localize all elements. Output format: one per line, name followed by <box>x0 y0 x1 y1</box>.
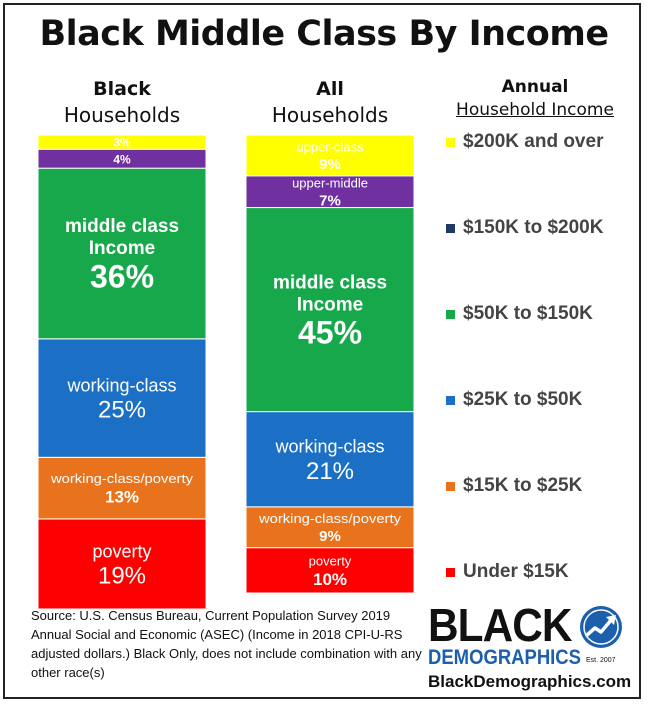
label-black-25k-to-50k-line2: 25% <box>98 397 146 424</box>
bar-black-under-15k <box>37 518 207 610</box>
label-black-15k-to-25k-line1: working-class/poverty <box>50 471 194 486</box>
bar-all-200k-and-over <box>245 134 415 177</box>
legend-swatch <box>446 137 455 147</box>
label-all-50k-to-150k-line3: 45% <box>298 315 362 351</box>
legend-swatch <box>446 309 455 319</box>
label-black-15k-to-25k-line2: 13% <box>105 488 139 507</box>
legend-label: $25K to $50K <box>463 389 583 410</box>
label-black-150k-to-200k-line2: 4% <box>113 152 131 166</box>
chart-title: Black Middle Class By Income <box>39 14 609 54</box>
legend-label: Under $15K <box>463 561 569 582</box>
chart-frame <box>3 3 641 699</box>
legend-label: $200K and over <box>463 131 604 152</box>
label-all-25k-to-50k-line2: 21% <box>306 458 354 485</box>
label-all-15k-to-25k-line2: 9% <box>319 528 341 545</box>
all-households-header: All Households <box>246 76 414 128</box>
label-all-200k-and-over-line2: 9% <box>319 156 341 173</box>
legend-item-25k-to-50k: $25K to $50K <box>446 389 582 411</box>
bar-black-25k-to-50k <box>37 338 207 458</box>
black-households-header: Black Households <box>38 76 206 128</box>
bar-black-200k-and-over <box>37 134 207 150</box>
legend-item-200k-and-over: $200K and over <box>446 131 603 153</box>
label-all-200k-and-over-line1: upper-class <box>296 139 364 154</box>
legend-label: $150K to $200K <box>463 217 604 238</box>
legend-swatch <box>446 223 455 233</box>
logo-word-demographics: DEMOGRAPHICS <box>428 646 581 669</box>
black-demographics-logo: BLACK DEMOGRAPHICS Est. 2007 BlackDemogr… <box>428 600 634 696</box>
legend-item-150k-to-200k: $150K to $200K <box>446 217 603 239</box>
bar-all-15k-to-25k <box>245 506 415 549</box>
all-header-line2: Households <box>271 103 389 127</box>
label-black-200k-and-over-line2: 3% <box>113 136 131 150</box>
logo-word-black: BLACK <box>428 599 572 651</box>
bar-all-25k-to-50k <box>245 411 415 508</box>
label-black-under-15k-line1: poverty <box>92 541 151 561</box>
legend-title-line1: Annual <box>501 77 569 97</box>
legend-swatch <box>446 395 455 405</box>
label-black-25k-to-50k-line1: working-class <box>66 375 176 395</box>
label-black-under-15k-line2: 19% <box>98 563 146 590</box>
label-all-under-15k-line2: 10% <box>313 570 347 589</box>
logo-est: Est. 2007 <box>586 657 616 664</box>
label-black-50k-to-150k-line1: middle class <box>65 216 179 237</box>
bar-all-under-15k <box>245 547 415 594</box>
legend-swatch <box>446 481 455 491</box>
label-all-50k-to-150k-line2: Income <box>297 294 364 315</box>
bar-black-50k-to-150k <box>37 167 207 340</box>
legend-label: $50K to $150K <box>463 303 593 324</box>
label-all-150k-to-200k-line2: 7% <box>319 192 341 209</box>
label-all-50k-to-150k-line1: middle class <box>273 272 387 293</box>
legend-title-line2: Household Income <box>456 100 614 120</box>
bar-black-15k-to-25k <box>37 456 207 520</box>
label-all-15k-to-25k-line1: working-class/poverty <box>258 511 402 526</box>
all-header-line1: All <box>316 78 344 100</box>
source-note: Source: U.S. Census Bureau, Current Popu… <box>31 608 422 680</box>
legend-item-15k-to-25k: $15K to $25K <box>446 475 582 497</box>
label-all-under-15k-line1: poverty <box>309 553 352 568</box>
label-black-50k-to-150k-line3: 36% <box>90 259 154 295</box>
bar-all-50k-to-150k <box>245 207 415 413</box>
legend-label: $15K to $25K <box>463 475 583 496</box>
logo-website: BlackDemographics.com <box>428 672 632 691</box>
label-all-25k-to-50k-line1: working-class <box>274 437 384 457</box>
legend-item-50k-to-150k: $50K to $150K <box>446 303 593 325</box>
label-all-150k-to-200k-line1: upper-middle <box>292 176 368 191</box>
black-header-line2: Households <box>63 103 181 127</box>
label-black-50k-to-150k-line2: Income <box>89 238 156 259</box>
trend-arrow-icon <box>580 606 622 648</box>
legend-item-under-15k: Under $15K <box>446 561 569 583</box>
legend-swatch <box>446 567 455 577</box>
black-header-line1: Black <box>93 78 151 100</box>
legend-title: Annual Household Income <box>432 76 638 122</box>
